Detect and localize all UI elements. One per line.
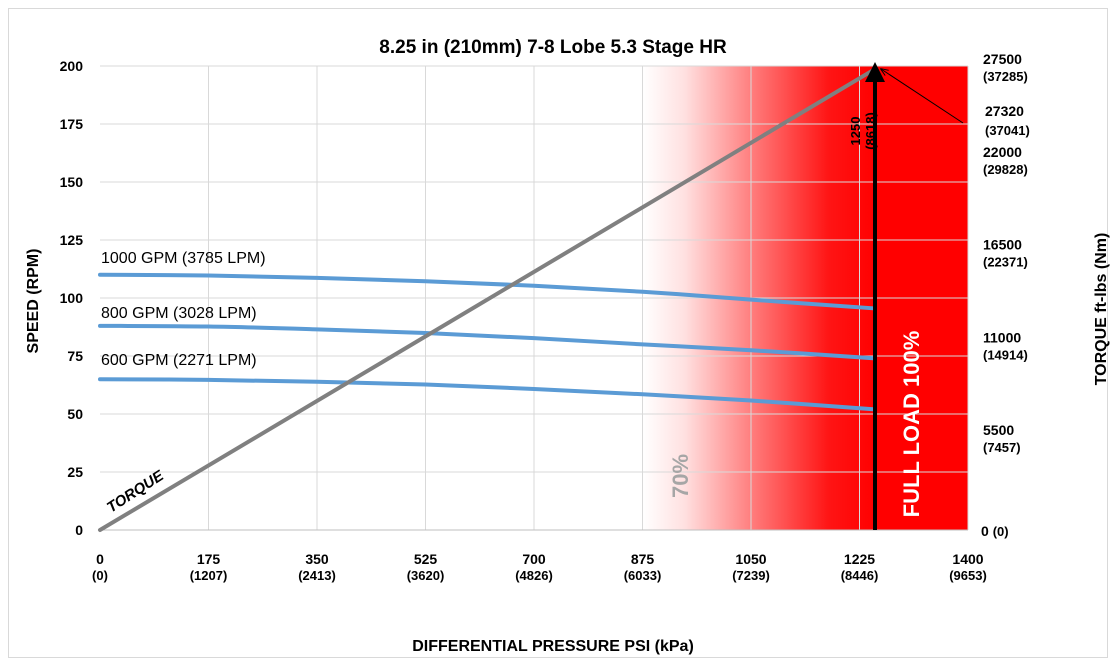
x-tick-label: 700 [522,551,546,567]
annotation-27320: 27320 [985,103,1024,119]
x-tick-sublabel: (2413) [298,568,336,583]
annotation-37041: (37041) [985,123,1030,138]
series-label: 1000 GPM (3785 LPM) [101,250,266,267]
x-tick-label: 175 [197,551,221,567]
chart-title: 8.25 in (210mm) 7-8 Lobe 5.3 Stage HR [379,37,727,58]
series-line-800 [98,323,877,361]
x-tick-label: 0 [96,551,104,567]
x-axis-ticks: 0(0) 175(1207) 350(2413) 525(3620) 700(4826)… [92,551,987,583]
y-tick-label: 150 [60,174,84,190]
y-tick-label: 50 [67,406,83,422]
x-tick-sublabel: (9653) [949,568,987,583]
series-line-torque [98,67,877,532]
x-tick-label: 525 [414,551,438,567]
annotation-1250: 1250 [848,117,863,146]
x-tick-sublabel: (0) [92,568,108,583]
y-tick-label: 0 [75,522,83,538]
x-tick-sublabel: (4826) [515,568,553,583]
y-axis-ticks: 0 25 50 75 100 125 150 175 200 [60,58,84,538]
y2-tick-label: 5500 [983,422,1014,438]
series-line-600 [98,377,877,412]
x-tick-label: 875 [631,551,655,567]
y-tick-label: 100 [60,290,84,306]
series-line-1000 [98,272,877,311]
x-tick-sublabel: (1207) [190,568,228,583]
annotation-arrow [881,69,964,124]
x-tick-label: 1050 [735,551,766,567]
y2-tick-sublabel: (37285) [983,69,1028,84]
y-tick-label: 75 [67,348,83,364]
y2-tick-label: 11000 [983,329,1021,345]
series-labels: 1000 GPM (3785 LPM) 800 GPM (3028 LPM) 600… [101,250,266,516]
y2-tick-label: 22000 [983,144,1022,160]
y2-tick-sublabel: (29828) [983,162,1028,177]
x-tick-sublabel: (7239) [732,568,770,583]
y2-axis-ticks: 0 (0) 5500 (7457) 11000 (14914) 16500 (22371) 2… [981,51,1028,539]
y-tick-label: 200 [60,58,84,74]
series-layer [98,62,885,532]
y2-tick-sublabel: (7457) [983,440,1021,455]
y2-tick-sublabel: (22371) [983,255,1028,270]
zone-label-full-load: FULL LOAD 100% [899,331,924,518]
y-tick-label: 175 [60,116,84,132]
zone-label-70: 70% [668,454,693,498]
y-tick-label: 25 [67,464,83,480]
x-tick-label: 350 [305,551,329,567]
annotations: 70% FULL LOAD 100% 1250 (8618) 27320 (37041) [668,69,1030,517]
series-label: 800 GPM (3028 LPM) [101,305,257,322]
x-tick-label: 1400 [952,551,983,567]
y2-tick-label: 16500 [983,237,1022,253]
series-label: 600 GPM (2271 LPM) [101,352,257,369]
y2-tick-label: 0 (0) [981,523,1009,539]
x-tick-sublabel: (3620) [407,568,445,583]
y-axis-label: SPEED (RPM) [25,249,42,354]
annotation-8618: (8618) [863,112,878,150]
y2-tick-sublabel: (14914) [983,347,1028,362]
y2-axis-label: TORQUE ft-lbs (Nm) [1093,233,1110,386]
x-tick-label: 1225 [844,551,875,567]
x-tick-sublabel: (8446) [841,568,879,583]
x-tick-sublabel: (6033) [624,568,662,583]
x-axis-label: DIFFERENTIAL PRESSURE PSI (kPa) [412,638,694,655]
gridlines [100,65,969,531]
y2-tick-label: 27500 [983,51,1022,67]
y-tick-label: 125 [60,232,84,248]
